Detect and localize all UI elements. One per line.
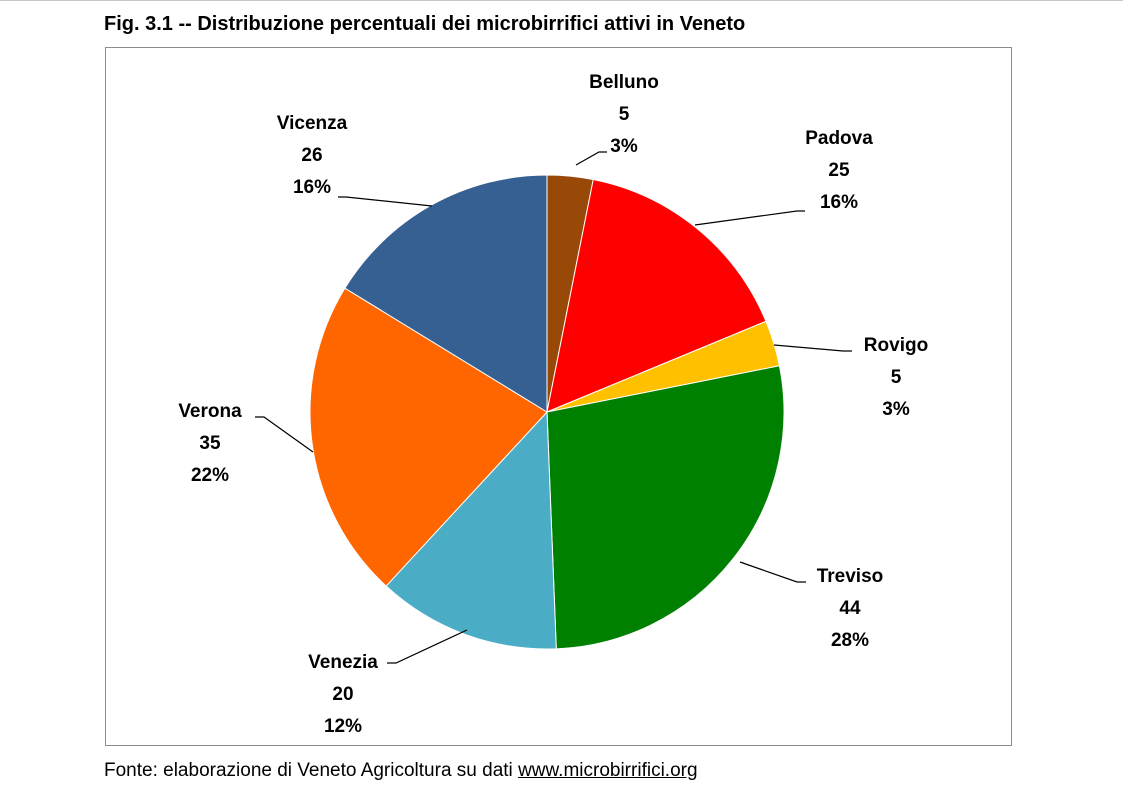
- slice-label-percent-belluno: 3%: [610, 136, 638, 157]
- slice-label-value-venezia: 20: [332, 684, 353, 705]
- slice-label-percent-treviso: 28%: [831, 630, 869, 651]
- source-link[interactable]: www.microbirrifici.org: [518, 760, 698, 781]
- slice-label-name-padova: Padova: [805, 128, 873, 149]
- leader-line-treviso: [739, 561, 806, 583]
- slice-label-name-belluno: Belluno: [589, 72, 659, 93]
- source-text: Fonte: elaborazione di Veneto Agricoltur…: [104, 760, 519, 781]
- slice-label-percent-vicenza: 16%: [293, 177, 331, 198]
- top-rule: [0, 0, 1123, 1]
- slice-label-name-verona: Verona: [178, 401, 242, 422]
- slice-label-value-verona: 35: [199, 433, 221, 454]
- slice-label-value-padova: 25: [828, 160, 850, 181]
- leader-line-padova: [694, 210, 805, 226]
- pie-slice-treviso: [546, 365, 785, 650]
- leader-line-vicenza: [338, 196, 433, 207]
- leader-line-verona: [255, 416, 314, 453]
- pie-slice-venezia: [385, 410, 557, 650]
- slice-label-value-belluno: 5: [619, 104, 630, 125]
- slice-label-name-treviso: Treviso: [817, 566, 884, 587]
- source-note: Fonte: elaborazione di Veneto Agricoltur…: [104, 760, 698, 782]
- slice-label-value-vicenza: 26: [301, 145, 322, 166]
- pie-slice-verona: [309, 287, 548, 587]
- leader-line-venezia: [387, 629, 468, 664]
- pie-slice-vicenza: [344, 174, 548, 413]
- figure-title: Fig. 3.1 -- Distribuzione percentuali de…: [104, 13, 746, 35]
- slice-label-percent-verona: 22%: [191, 465, 229, 486]
- leader-line-rovigo: [773, 344, 852, 352]
- slice-label-name-vicenza: Vicenza: [277, 113, 348, 134]
- slice-label-percent-venezia: 12%: [324, 716, 362, 737]
- slice-label-name-venezia: Venezia: [308, 652, 378, 673]
- chart-frame: [105, 47, 1012, 746]
- slice-label-value-rovigo: 5: [891, 367, 902, 388]
- leader-line-belluno: [575, 151, 607, 166]
- pie-slice-padova: [546, 178, 767, 413]
- slice-label-name-rovigo: Rovigo: [864, 335, 928, 356]
- slice-label-percent-padova: 16%: [820, 192, 858, 213]
- slice-label-value-treviso: 44: [839, 598, 861, 619]
- slice-label-percent-rovigo: 3%: [882, 399, 910, 420]
